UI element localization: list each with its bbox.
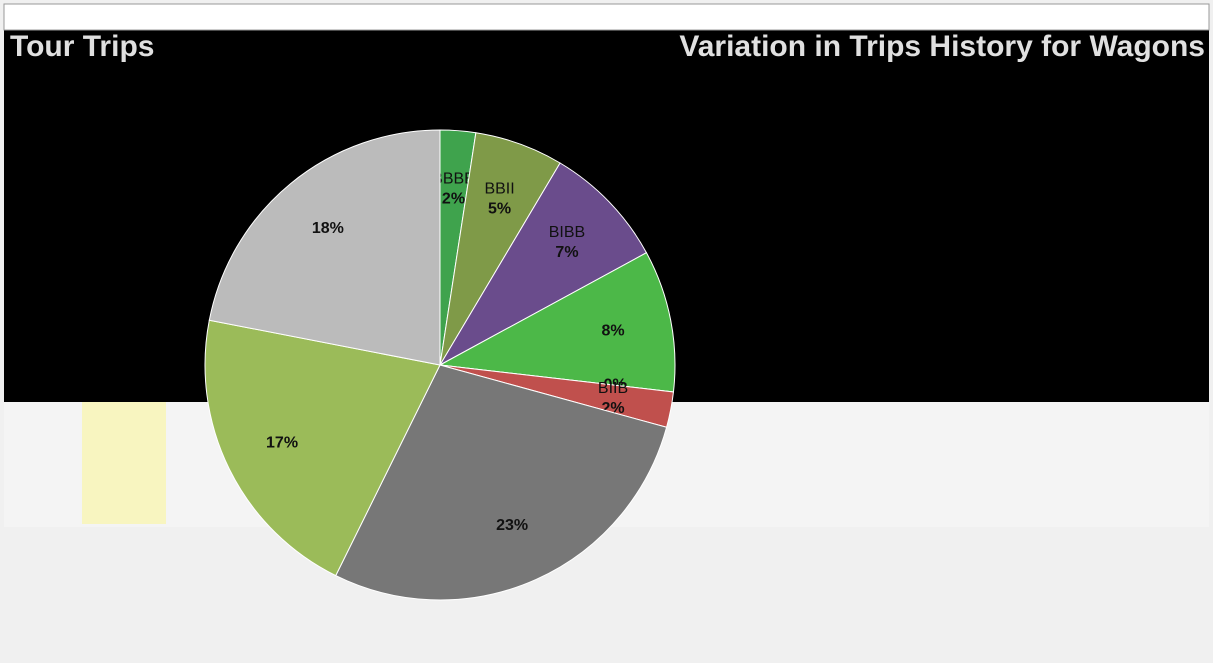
slice-label: 5%	[488, 200, 511, 217]
slice-label: 7%	[555, 244, 578, 261]
slice-label: 18%	[312, 220, 344, 237]
header-bar	[3, 3, 1210, 31]
slice-label: 23%	[496, 517, 528, 534]
pie-slice	[204, 319, 441, 577]
slice-category: BIBB	[549, 224, 585, 241]
pie-slice	[335, 364, 668, 601]
slice-label: 2%	[442, 190, 465, 207]
slice-category: BIIB	[598, 380, 628, 397]
left-title: Tour Trips	[10, 30, 154, 63]
slice-label: 8%	[601, 323, 624, 340]
slice-label: 17%	[266, 434, 298, 451]
right-title: Variation in Trips History for Wagons	[679, 30, 1205, 63]
pie-slice	[208, 129, 441, 366]
pie-slice	[438, 252, 676, 393]
highlight-block	[82, 402, 166, 524]
pie-slice	[438, 162, 648, 367]
slice-category: BBII	[484, 180, 514, 197]
slice-category: BBBB	[432, 170, 475, 187]
